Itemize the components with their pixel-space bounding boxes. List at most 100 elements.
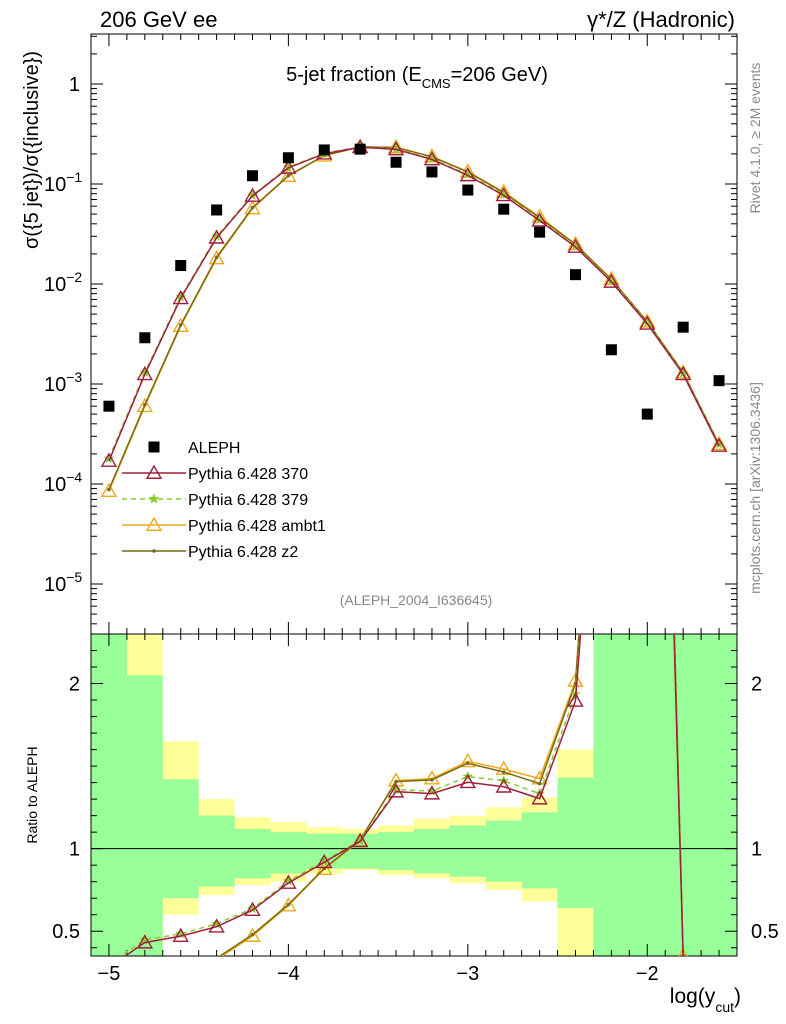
ratio-point bbox=[286, 902, 291, 907]
series-point bbox=[100, 482, 118, 498]
ratio-band-green bbox=[162, 779, 199, 899]
ratio-point bbox=[387, 783, 405, 798]
y-tick-label-exp: −3 bbox=[66, 369, 82, 385]
chart-title: 5-jet fraction (ECMS=206 GeV) bbox=[286, 64, 548, 91]
ratio-band-green bbox=[485, 820, 522, 882]
x-tick-label: −3 bbox=[456, 963, 479, 985]
x-tick-label: −5 bbox=[98, 963, 121, 985]
ratio-point bbox=[280, 874, 297, 889]
y-tick-label-base: 10 bbox=[44, 474, 66, 496]
y-axis-label: σ({5 jet})/σ({inclusive}) bbox=[21, 51, 43, 249]
ratio-band-green bbox=[126, 675, 163, 956]
y-tick-label-exp: −4 bbox=[66, 469, 82, 485]
ratio-y-tick-label: 0.5 bbox=[751, 921, 779, 943]
ratio-band-green bbox=[270, 832, 307, 874]
legend-marker bbox=[145, 464, 163, 479]
series-point bbox=[178, 323, 183, 327]
series-point bbox=[710, 437, 728, 452]
x-axis-label: log(ycut) bbox=[670, 985, 741, 1015]
aleph-data-point bbox=[211, 204, 223, 216]
ratio-y-tick-label: 2 bbox=[69, 674, 80, 696]
aleph-data-point bbox=[139, 332, 151, 344]
series-point bbox=[214, 255, 219, 260]
ratio-band-green bbox=[449, 825, 486, 877]
y-tick-label: 1 bbox=[69, 74, 80, 96]
y-tick-label: 10−2 bbox=[44, 269, 82, 296]
ratio-band-green bbox=[378, 832, 414, 871]
series-point bbox=[172, 289, 189, 305]
y-tick-label-base: 10 bbox=[44, 374, 66, 396]
series-point bbox=[713, 438, 725, 449]
ratio-point bbox=[172, 927, 189, 943]
ratio-y-axis-label: Ratio to ALEPH bbox=[24, 746, 40, 843]
ratio-y-tick-label: 1 bbox=[751, 839, 762, 861]
y-tick-label-exp: −1 bbox=[66, 169, 82, 185]
aleph-data-point bbox=[318, 144, 330, 156]
series-point bbox=[387, 138, 405, 154]
ratio-axis-ticks: −5 −4 −3 −2 0.5 0.5 1 1 2 2 bbox=[52, 634, 779, 985]
ratio-point bbox=[316, 853, 333, 869]
ratio-band-green bbox=[557, 777, 594, 909]
aleph-data-point bbox=[605, 344, 617, 356]
ratio-point bbox=[208, 918, 225, 933]
y-tick-label-exp: −5 bbox=[66, 569, 82, 585]
series-point bbox=[208, 229, 225, 244]
series-point bbox=[639, 315, 656, 330]
ratio-line bbox=[218, 634, 686, 956]
ratio-point bbox=[534, 787, 546, 799]
aleph-data-point bbox=[534, 226, 546, 238]
header-right: γ*/Z (Hadronic) bbox=[587, 7, 735, 32]
y-tick-label: 10−3 bbox=[44, 369, 82, 396]
series-point bbox=[462, 168, 474, 179]
ratio-band-green bbox=[665, 634, 702, 956]
ratio-band-green bbox=[629, 634, 666, 956]
aleph-data-point bbox=[282, 152, 294, 164]
aleph-data-point bbox=[390, 156, 402, 168]
ratio-point bbox=[394, 779, 398, 784]
y-tick-label-base: 10 bbox=[44, 574, 66, 596]
series-point bbox=[674, 365, 692, 381]
mcplots-label: mcplots.cern.ch [arXiv:1306.3436] bbox=[747, 382, 763, 594]
series-line bbox=[108, 146, 720, 459]
series-point bbox=[459, 166, 477, 182]
y-tick-label: 10−4 bbox=[44, 469, 82, 496]
aleph-data-point bbox=[570, 269, 581, 281]
y-tick-label-base: 10 bbox=[44, 174, 66, 196]
ratio-point bbox=[351, 832, 369, 848]
series-point bbox=[143, 402, 147, 407]
ratio-point bbox=[501, 770, 506, 774]
legend: ALEPH Pythia 6.428 370 Pythia 6.428 379 Pyt… bbox=[122, 440, 326, 561]
ratio-uncertainty-bands bbox=[91, 634, 737, 956]
legend-marker bbox=[145, 516, 163, 531]
ratio-point bbox=[250, 932, 255, 937]
ratio-point bbox=[495, 778, 512, 793]
aleph-data-point bbox=[641, 408, 653, 420]
aleph-data-point bbox=[103, 400, 115, 412]
ratio-point bbox=[459, 773, 477, 789]
aleph-data-point bbox=[713, 375, 725, 387]
ratio-band-green bbox=[91, 634, 127, 956]
legend-label: Pythia 6.428 379 bbox=[188, 492, 308, 509]
legend-marker bbox=[148, 493, 160, 504]
ratio-series-layer bbox=[119, 634, 689, 956]
aleph-data-point bbox=[426, 166, 438, 178]
ratio-point bbox=[495, 760, 512, 776]
rivet-version-label: Rivet 4.1.0, ≥ 2M events bbox=[747, 63, 763, 214]
y-tick-label: 10−5 bbox=[44, 569, 82, 596]
series-point bbox=[603, 273, 620, 288]
ratio-point bbox=[244, 901, 261, 917]
ratio-point bbox=[678, 947, 689, 956]
series-point bbox=[280, 167, 297, 183]
analysis-id: (ALEPH_2004_I636645) bbox=[340, 592, 493, 608]
series-point bbox=[531, 212, 548, 227]
ratio-point bbox=[430, 778, 434, 782]
ratio-band-green bbox=[234, 828, 271, 879]
ratio-y-tick-label: 0.5 bbox=[52, 921, 80, 943]
ratio-point bbox=[531, 790, 548, 805]
series-point bbox=[423, 151, 441, 166]
ratio-point bbox=[423, 785, 441, 800]
ratio-band-green bbox=[198, 815, 235, 887]
series-point bbox=[286, 173, 291, 178]
series-point bbox=[208, 250, 225, 265]
series-point bbox=[426, 153, 438, 164]
